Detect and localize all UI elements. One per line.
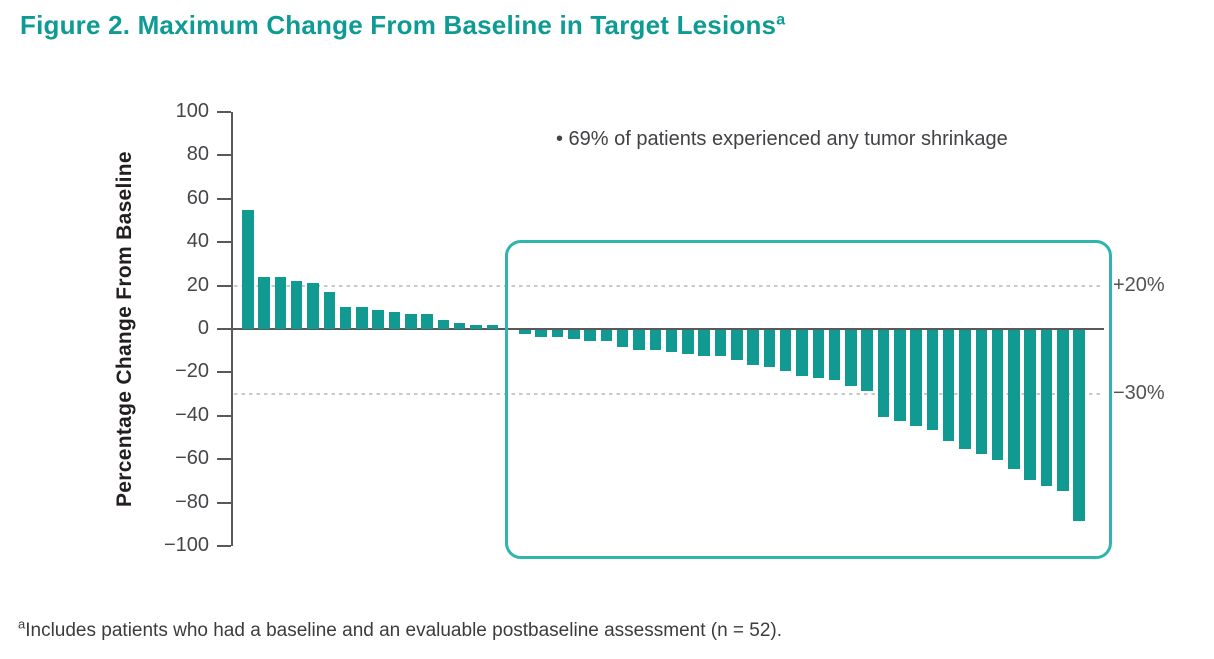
footnote-text: Includes patients who had a baseline and…	[25, 620, 783, 641]
bar-patient-37	[828, 330, 841, 380]
y-tick-label: −20	[175, 360, 209, 383]
bar-patient-35	[796, 330, 808, 376]
y-axis-tick	[217, 371, 231, 374]
bar-patient-51	[1057, 330, 1069, 491]
y-tick-label: 40	[186, 230, 209, 253]
bar-patient-29	[698, 330, 710, 356]
bar-patient-28	[682, 330, 694, 354]
bar-patient-4	[290, 281, 303, 329]
bar-patient-1	[242, 209, 254, 329]
bar-patient-47	[991, 330, 1004, 461]
bar-patient-24	[616, 330, 629, 348]
y-tick-label: 100	[175, 100, 209, 122]
bar-patient-41	[894, 330, 906, 422]
bar-patient-18	[519, 330, 531, 335]
footnote-superscript: a	[18, 616, 26, 632]
y-axis-tick	[217, 501, 231, 504]
annotation-bullet: • 69% of patients experienced any tumor …	[556, 128, 1008, 150]
y-axis-tick	[217, 545, 231, 547]
bar-patient-26	[649, 330, 661, 350]
y-tick-label: −100	[163, 534, 209, 556]
y-axis-tick	[217, 458, 231, 461]
y-tick-label: −60	[175, 447, 209, 470]
y-axis-tick	[217, 284, 231, 287]
bar-patient-20	[551, 330, 564, 337]
bar-patient-6	[323, 292, 335, 329]
bar-patient-10	[388, 311, 401, 329]
bar-patient-30	[714, 330, 727, 356]
highlight-box	[505, 240, 1112, 559]
bar-patient-43	[926, 330, 939, 430]
bar-patient-25	[633, 330, 645, 350]
bar-patient-50	[1040, 330, 1053, 487]
bar-patient-33	[763, 330, 776, 367]
bar-patient-22	[584, 330, 596, 341]
y-tick-label: −40	[175, 403, 209, 426]
y-axis-tick	[217, 414, 231, 417]
zero-line	[231, 328, 1104, 330]
bar-patient-52	[1073, 330, 1085, 521]
bar-patient-11	[405, 313, 417, 329]
bar-patient-45	[959, 330, 971, 450]
bar-patient-19	[535, 330, 547, 337]
bar-patient-34	[779, 330, 792, 372]
bar-patient-12	[421, 313, 433, 329]
reference-line	[234, 284, 1104, 287]
bar-patient-15	[470, 324, 482, 329]
y-axis-tick	[217, 241, 231, 244]
reference-line	[234, 393, 1104, 396]
figure-title-superscript: a	[776, 11, 786, 29]
bar-patient-2	[258, 276, 270, 329]
bar-patient-3	[274, 276, 287, 329]
bar-patient-38	[845, 330, 857, 387]
ref-line-label: −30%	[1113, 382, 1165, 405]
bar-patient-9	[372, 309, 384, 329]
y-axis-tick	[217, 197, 231, 200]
bar-patient-21	[568, 330, 580, 339]
y-axis-tick	[217, 328, 231, 330]
figure-title-text: Figure 2. Maximum Change From Baseline i…	[20, 10, 777, 40]
bar-patient-5	[307, 283, 319, 329]
bar-patient-23	[600, 330, 613, 341]
bar-patient-39	[861, 330, 873, 391]
bar-patient-13	[437, 320, 450, 329]
bar-patient-48	[1008, 330, 1020, 469]
footnote: aIncludes patients who had a baseline an…	[18, 616, 783, 642]
y-axis-tick	[217, 154, 231, 157]
bar-patient-27	[665, 330, 678, 352]
bar-patient-32	[747, 330, 759, 365]
bar-patient-49	[1024, 330, 1036, 480]
bar-patient-44	[942, 330, 955, 441]
y-tick-label: 20	[186, 273, 209, 296]
bar-patient-8	[356, 307, 368, 329]
bar-patient-7	[339, 307, 352, 329]
y-tick-label: 80	[186, 143, 209, 166]
bar-patient-14	[453, 322, 466, 329]
bar-patient-31	[731, 330, 743, 361]
bar-patient-40	[877, 330, 890, 417]
bar-patient-46	[975, 330, 987, 454]
y-tick-label: 60	[186, 186, 209, 209]
bar-patient-16	[486, 324, 498, 329]
figure-title: Figure 2. Maximum Change From Baseline i…	[20, 10, 785, 41]
bar-patient-42	[910, 330, 922, 426]
y-tick-label: 0	[197, 317, 209, 339]
bar-patient-36	[812, 330, 824, 378]
y-tick-label: −80	[175, 490, 209, 513]
ref-line-label: +20%	[1113, 273, 1165, 296]
y-axis-tick	[217, 111, 231, 113]
